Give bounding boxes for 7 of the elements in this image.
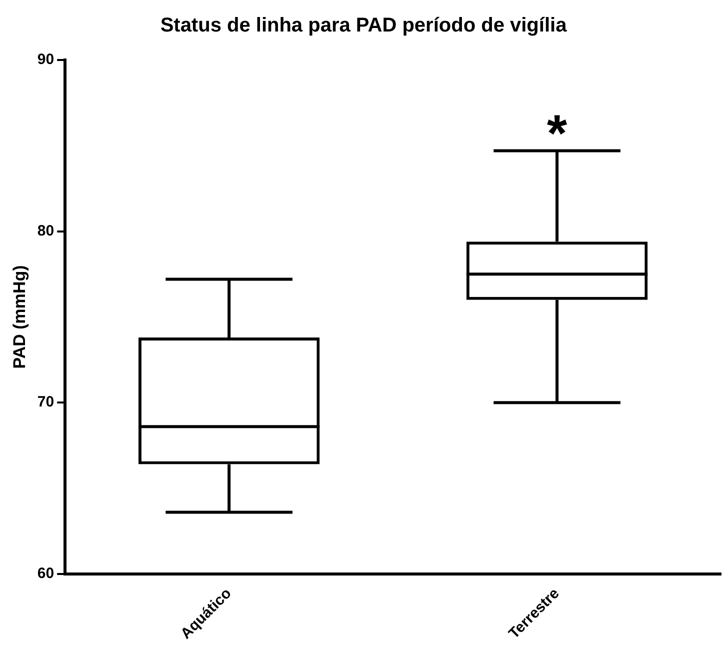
y-tick-label: 80 xyxy=(37,222,54,240)
y-tick-label: 70 xyxy=(37,394,54,411)
y-tick-label: 60 xyxy=(37,565,54,582)
annotation: * xyxy=(546,105,568,164)
y-tick-label: 90 xyxy=(37,51,54,68)
y-axis-title: PAD (mmHg) xyxy=(10,265,29,369)
chart-title: Status de linha para PAD período de vigília xyxy=(160,14,568,37)
